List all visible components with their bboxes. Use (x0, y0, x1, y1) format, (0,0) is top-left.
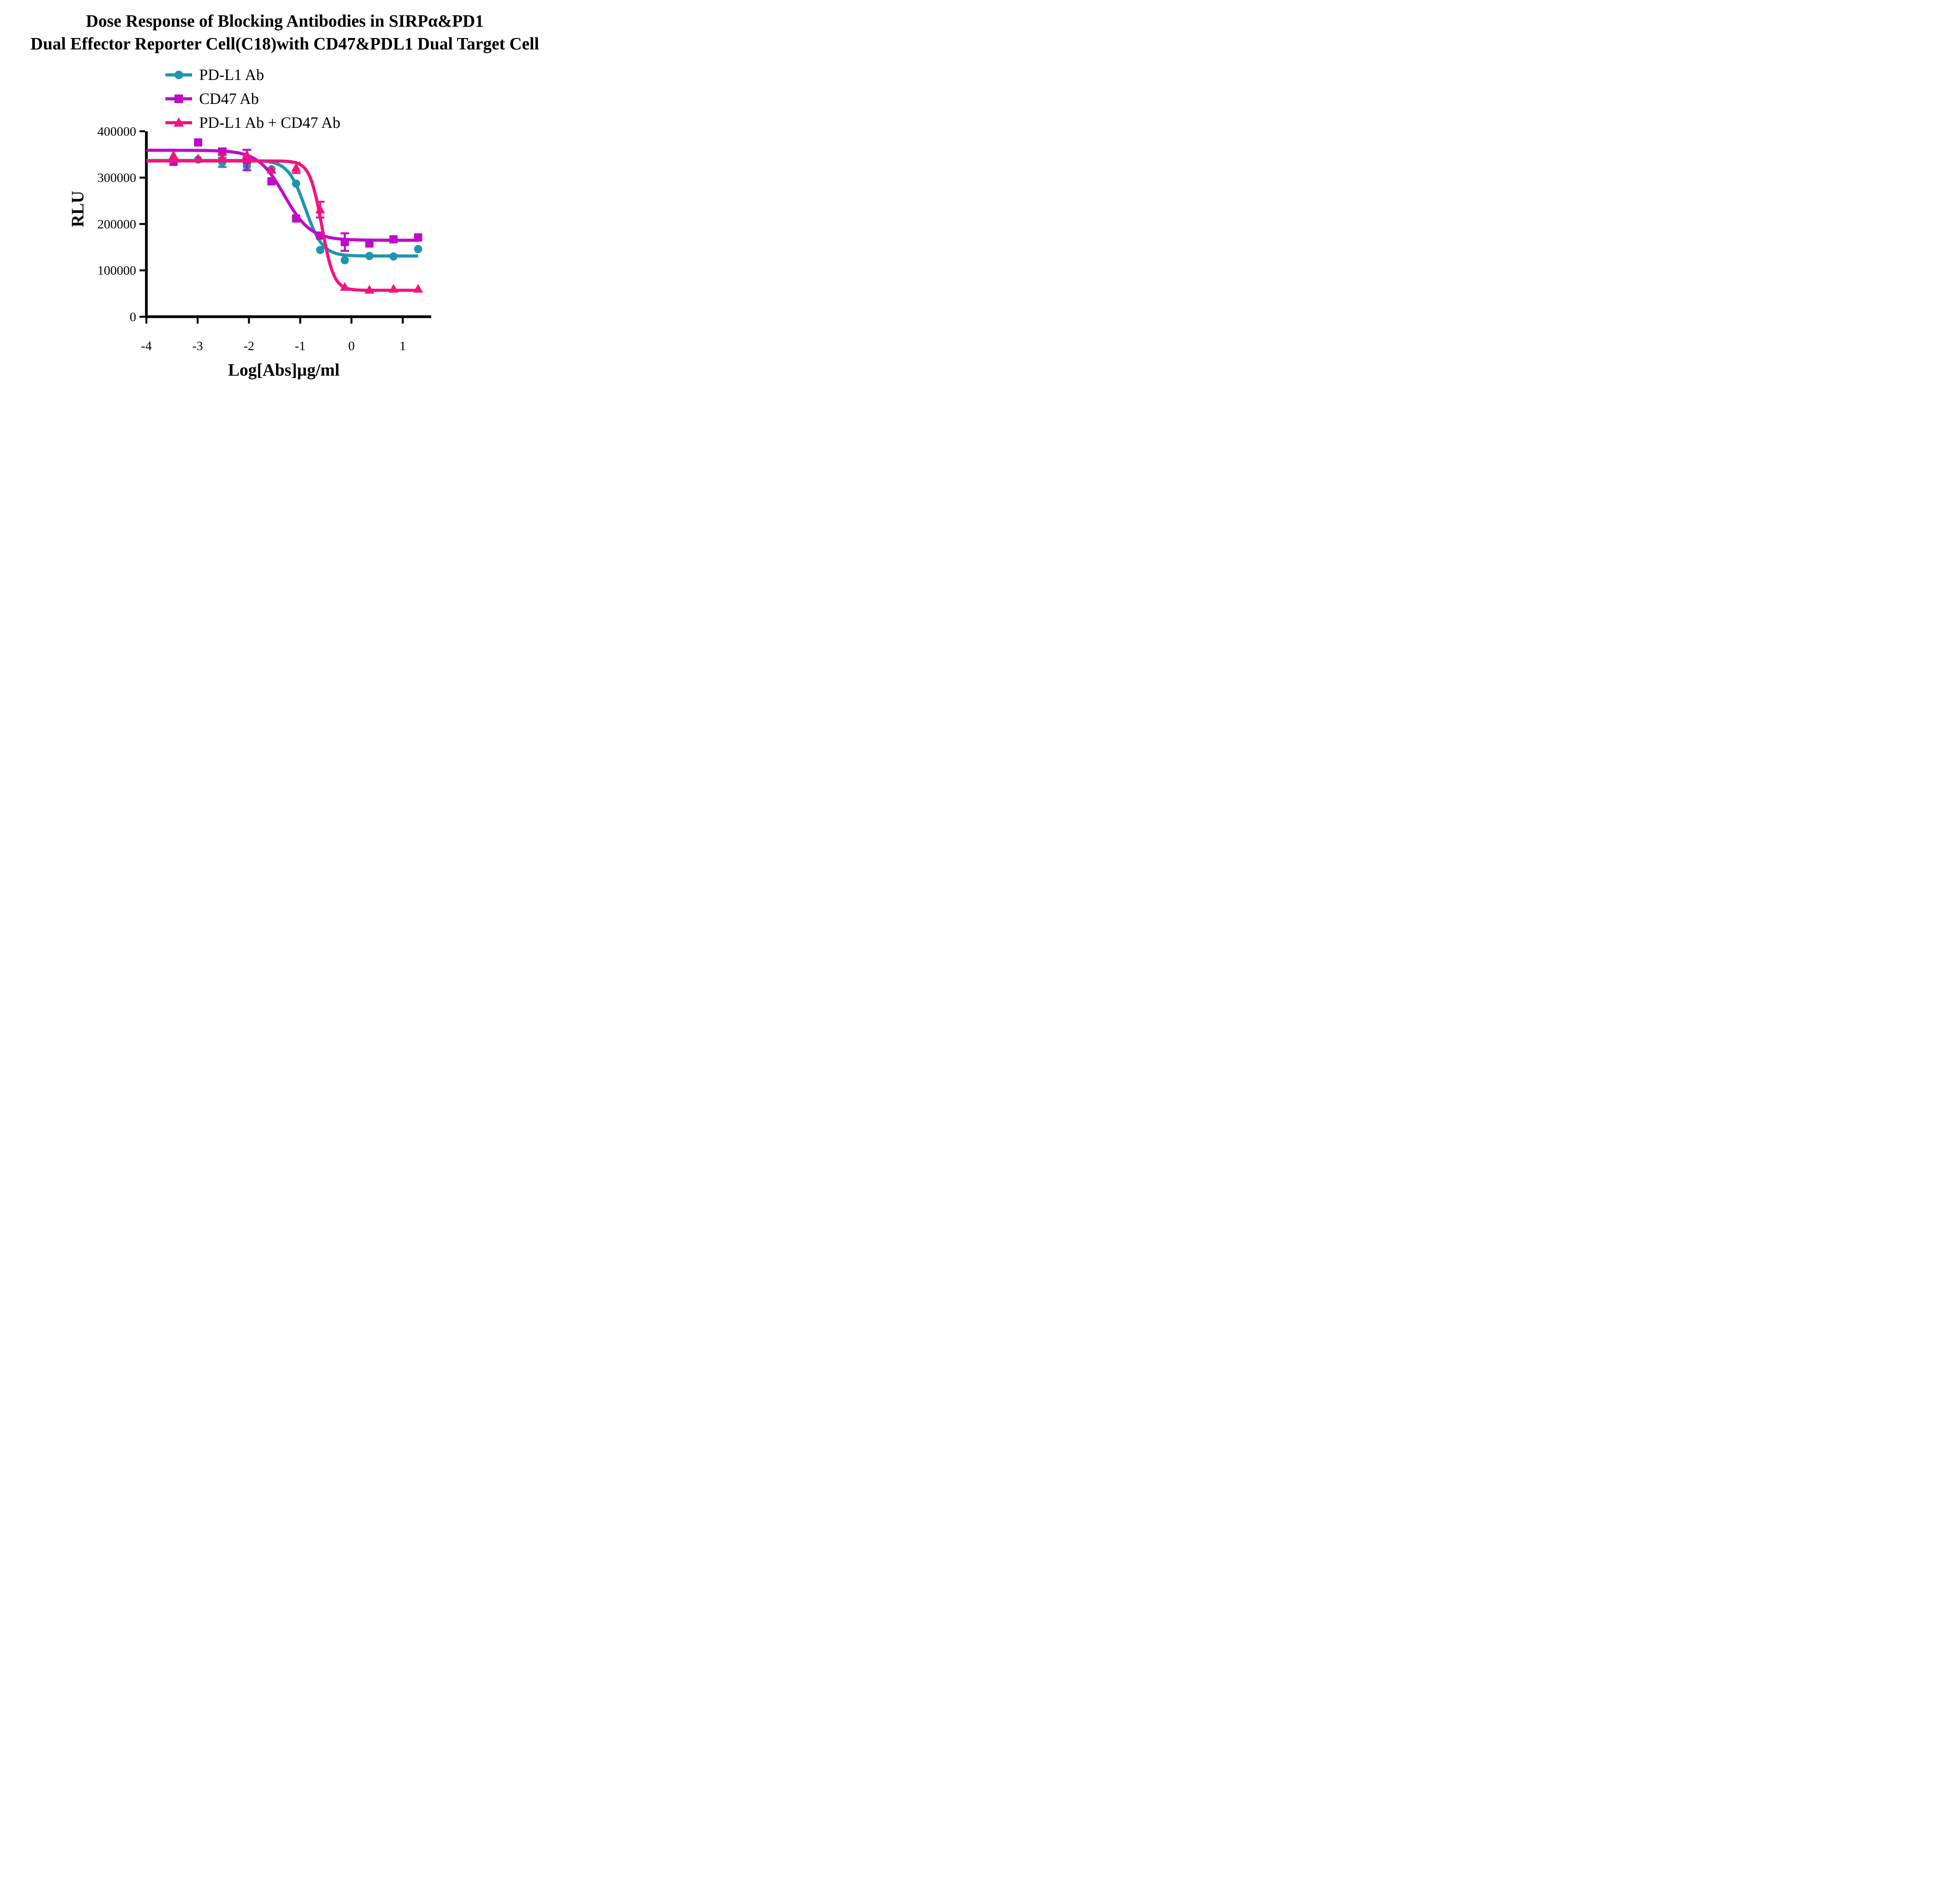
data-point-triangle-pd-l1-ab-cd47-ab (291, 163, 301, 172)
data-point-square-cd47-ab (194, 138, 203, 147)
legend-square-marker-icon (165, 94, 192, 103)
data-point-circle-pd-l1-ab (341, 256, 349, 265)
legend-item-cd47-ab: CD47 Ab (165, 87, 340, 111)
data-point-triangle-pd-l1-ab-cd47-ab (388, 283, 399, 293)
data-point-circle-pd-l1-ab (292, 179, 300, 188)
data-point-triangle-pd-l1-ab-cd47-ab (242, 150, 252, 159)
legend-label: CD47 Ab (199, 90, 259, 107)
circle-icon (174, 70, 183, 79)
x-tick-label: -1 (295, 339, 306, 353)
curve-pd-l1-ab-cd47-ab (146, 159, 418, 292)
data-point-square-cd47-ab (389, 235, 398, 243)
legend-label: PD-L1 Ab (199, 66, 264, 84)
y-tick-label: 0 (130, 310, 136, 324)
data-point-triangle-pd-l1-ab-cd47-ab (217, 153, 227, 162)
triangle-icon (174, 117, 184, 127)
dose-response-figure: Dose Response of Blocking Antibodies in … (0, 0, 570, 381)
x-tick-label: -2 (243, 339, 254, 353)
square-icon (174, 94, 183, 103)
data-point-square-cd47-ab (218, 147, 227, 156)
y-tick-label: 300000 (97, 171, 136, 185)
data-point-circle-pd-l1-ab (365, 252, 374, 260)
data-point-triangle-pd-l1-ab-cd47-ab (413, 283, 423, 293)
data-point-square-cd47-ab (341, 238, 349, 246)
x-axis-title: Log[Abs]µg/ml (228, 360, 340, 380)
data-point-triangle-pd-l1-ab-cd47-ab (193, 153, 203, 163)
data-point-circle-pd-l1-ab (316, 246, 325, 254)
curve-cd47-ab (146, 149, 418, 242)
y-tick-label: 200000 (97, 217, 136, 231)
legend-item-pdl1-ab: PD-L1 Ab (165, 63, 340, 87)
y-axis-title: RLU (68, 191, 87, 227)
data-point-circle-pd-l1-ab (389, 252, 398, 261)
x-tick-label: -4 (141, 339, 152, 353)
x-tick-label: 1 (399, 339, 406, 353)
data-point-triangle-pd-l1-ab-cd47-ab (315, 204, 325, 214)
legend-triangle-marker-icon (165, 117, 192, 127)
legend-item-pdl1-plus-cd47-ab: PD-L1 Ab + CD47 Ab (165, 111, 340, 134)
x-tick-label: 0 (348, 339, 355, 353)
chart-title-line2: Dual Effector Reporter Cell(C18)with CD4… (30, 34, 539, 53)
data-point-triangle-pd-l1-ab-cd47-ab (267, 164, 277, 174)
legend-circle-marker-icon (165, 70, 192, 79)
data-point-circle-pd-l1-ab (414, 245, 423, 253)
plot-area: 0 100000 200000 300000 400000 -4 -3 -2 -1 0 1 (97, 125, 431, 353)
legend: PD-L1 Ab CD47 Ab PD-L1 Ab + CD47 Ab (165, 63, 340, 134)
data-point-triangle-pd-l1-ab-cd47-ab (340, 282, 350, 291)
x-tick-label: -3 (192, 339, 203, 353)
legend-label: PD-L1 Ab + CD47 Ab (199, 114, 341, 131)
data-point-square-cd47-ab (365, 239, 374, 248)
chart-title-line1: Dose Response of Blocking Antibodies in … (86, 11, 484, 31)
y-tick-label: 400000 (97, 125, 136, 139)
data-point-square-cd47-ab (414, 233, 423, 242)
data-point-triangle-pd-l1-ab-cd47-ab (364, 285, 374, 294)
y-tick-label: 100000 (97, 264, 136, 278)
data-point-square-cd47-ab (267, 177, 276, 186)
data-point-square-cd47-ab (292, 214, 300, 223)
data-point-triangle-pd-l1-ab-cd47-ab (169, 150, 179, 159)
